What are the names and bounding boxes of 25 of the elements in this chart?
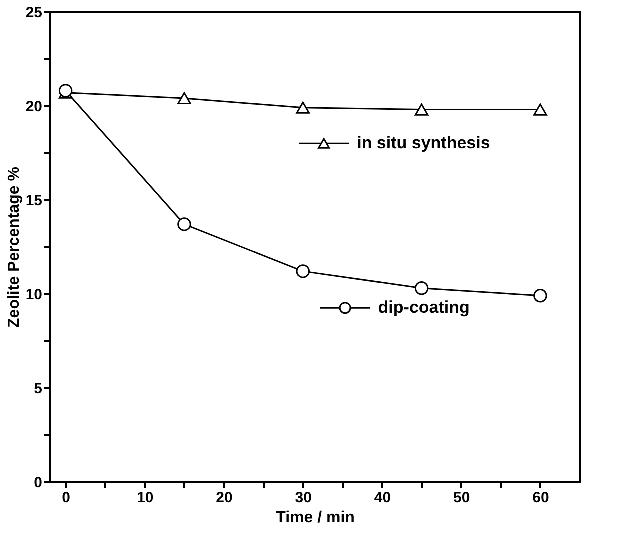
- y-tick-label: 10: [26, 286, 42, 304]
- x-axis-title: Time / min: [276, 510, 355, 526]
- point: [534, 104, 548, 116]
- x-tick-label: 20: [216, 490, 233, 506]
- y-tick-label: 0: [34, 474, 42, 492]
- y-tick-label: 5: [34, 380, 42, 398]
- point: [178, 218, 192, 232]
- point: [414, 104, 429, 116]
- point: [296, 264, 310, 278]
- point: [178, 92, 192, 105]
- x-tick-label: 10: [137, 490, 154, 506]
- x-tick-label: 40: [374, 490, 392, 506]
- x-tick-label: 50: [454, 490, 470, 506]
- y-axis-title: Zeolite Percentage %: [6, 167, 23, 328]
- legend-label: in situ synthesis: [357, 134, 490, 153]
- legend-label: dip-coating: [378, 298, 470, 318]
- point: [296, 102, 310, 114]
- point: [414, 282, 429, 296]
- y-tick-label: 20: [26, 98, 42, 116]
- x-tick-label: 30: [295, 490, 312, 506]
- x-tick-label: 60: [532, 490, 550, 506]
- x-tick-label: 0: [62, 490, 70, 506]
- y-tick-label: 25: [26, 4, 42, 22]
- y-tick-label: 15: [26, 192, 42, 210]
- point: [534, 289, 548, 303]
